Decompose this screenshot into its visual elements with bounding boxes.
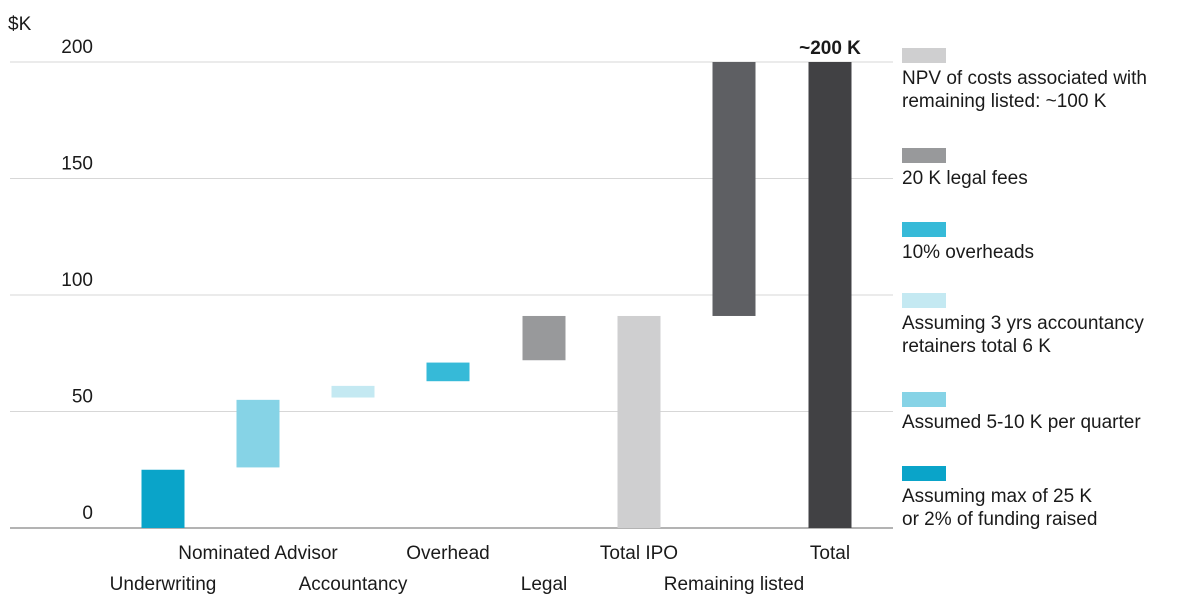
bar-legal [522, 315, 566, 361]
category-label: Total [810, 543, 850, 564]
legend-text: 20 K legal fees [902, 168, 1028, 189]
y-tick-label: 0 [82, 503, 93, 524]
bars [141, 62, 852, 528]
bar-total [808, 62, 852, 528]
y-axis-unit-label: $K [8, 14, 32, 35]
legend-text: remaining listed: ~100 K [902, 91, 1107, 112]
bar-overhead [426, 362, 470, 382]
bar-remaining-listed [712, 62, 756, 316]
y-tick-labels: 0 50 100 150 200 [61, 37, 93, 524]
category-label: Nominated Advisor [178, 543, 338, 564]
legend-item: Assumed 5-10 K per quarter [902, 392, 1181, 434]
bar-accountancy [331, 385, 375, 398]
legend: NPV of costs associated with remaining li… [902, 0, 1181, 596]
legend-swatch [902, 148, 946, 163]
bar-underwriting [141, 469, 185, 528]
legend-text: 10% overheads [902, 242, 1035, 263]
legend-item: Assuming 3 yrs accountancy retainers tota… [902, 293, 1181, 358]
legend-text: NPV of costs associated with [902, 68, 1147, 89]
bar-nominated-advisor [236, 399, 280, 468]
y-tick-label: 50 [72, 387, 93, 408]
category-labels: Underwriting Nominated Advisor Accountancy… [110, 543, 850, 595]
legend-text: Assumed 5-10 K per quarter [902, 412, 1141, 433]
legend-swatch [902, 293, 946, 308]
gridlines [10, 61, 893, 529]
category-label: Legal [521, 574, 568, 595]
total-annotation: ~200 K [799, 38, 861, 59]
category-label: Underwriting [110, 574, 217, 595]
y-tick-label: 200 [61, 37, 93, 58]
category-label: Accountancy [299, 574, 408, 595]
legend-swatch [902, 392, 946, 407]
legend-swatch [902, 48, 946, 63]
legend-text: retainers total 6 K [902, 336, 1051, 357]
legend-item: NPV of costs associated with remaining li… [902, 48, 1181, 113]
legend-text: Assuming max of 25 K [902, 486, 1093, 507]
category-label: Remaining listed [664, 574, 804, 595]
legend-swatch [902, 466, 946, 481]
y-tick-label: 100 [61, 270, 93, 291]
legend-swatch [902, 222, 946, 237]
category-label: Overhead [406, 543, 489, 564]
y-tick-label: 150 [61, 154, 93, 175]
legend-text: or 2% of funding raised [902, 509, 1098, 530]
legend-item: 10% overheads [902, 222, 1181, 264]
bar-total-ipo [617, 315, 661, 528]
legend-item: 20 K legal fees [902, 148, 1181, 190]
legend-text: Assuming 3 yrs accountancy [902, 313, 1144, 334]
category-label: Total IPO [600, 543, 678, 564]
